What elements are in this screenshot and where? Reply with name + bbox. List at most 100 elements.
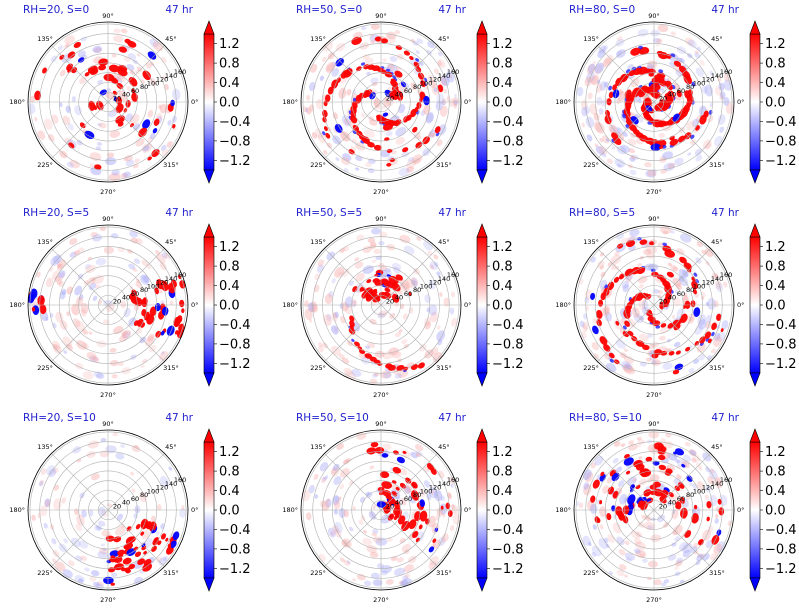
angle-tick-label: 270° xyxy=(100,391,116,399)
updraft-cell xyxy=(178,328,183,334)
angle-gridline xyxy=(597,101,655,159)
colorbar-tick-label: 0.0 xyxy=(219,96,240,111)
panel-title-right: 47 hr xyxy=(711,4,739,16)
updraft-cell xyxy=(645,456,653,462)
updraft-cell xyxy=(675,501,682,510)
updraft-cell xyxy=(596,517,601,523)
field-texture-cell xyxy=(427,132,433,138)
colorbar: 1.2 0.8 0.4 0.0 −0.4 −0.8 −1.2 xyxy=(749,428,797,592)
field-texture-cell xyxy=(647,333,653,338)
field-texture-cell xyxy=(402,313,408,320)
spiral-band-cell xyxy=(699,336,706,344)
field-texture-cell xyxy=(603,81,609,88)
field-texture-cell xyxy=(48,266,54,272)
spiral-band-cell xyxy=(402,147,409,153)
field-texture-cell xyxy=(688,316,694,323)
angle-tick-label: 0° xyxy=(464,506,471,514)
field-texture-cell xyxy=(321,476,327,484)
field-texture-cell xyxy=(397,370,409,378)
angle-tick-label: 135° xyxy=(583,443,599,451)
field-texture-cell xyxy=(623,355,635,364)
field-texture-cell xyxy=(75,296,84,307)
field-texture-cell xyxy=(430,311,438,323)
field-texture-cell xyxy=(133,258,141,264)
field-texture-cell xyxy=(678,541,689,551)
updraft-cell xyxy=(140,531,145,536)
field-texture-cell xyxy=(92,275,104,285)
field-texture-cell xyxy=(616,163,622,168)
panel-title-left: RH=20, S=5 xyxy=(23,207,89,219)
angle-tick-label: 180° xyxy=(9,301,25,309)
field-texture-cell xyxy=(114,526,126,536)
radial-tick-label: 160 xyxy=(174,68,186,76)
field-texture-cell xyxy=(709,70,714,76)
updraft-cell xyxy=(153,118,160,126)
spiral-band-negative-cell xyxy=(360,62,366,66)
field-texture-cell xyxy=(162,556,168,562)
field-texture-cell xyxy=(428,129,436,138)
field-texture-cell xyxy=(699,60,705,66)
field-texture-cell xyxy=(51,114,59,124)
updraft-cell xyxy=(174,330,179,335)
updraft-cell xyxy=(658,464,667,471)
field-texture-cell xyxy=(84,263,91,269)
angle-tick-label: 45° xyxy=(711,238,723,246)
field-texture-cell xyxy=(326,498,330,503)
updraft-cell xyxy=(98,64,107,71)
updraft-cell xyxy=(411,481,418,489)
angle-tick-label: 315° xyxy=(163,569,179,577)
colorbar-tick-label: −0.8 xyxy=(219,337,251,352)
updraft-cell xyxy=(382,123,393,131)
field-texture-cell xyxy=(123,56,131,62)
updraft-cell xyxy=(606,513,612,521)
radial-tick-label: 140 xyxy=(711,72,723,80)
field-texture-cell xyxy=(160,523,165,530)
field-texture-cell xyxy=(667,163,676,169)
updraft-cell xyxy=(142,70,151,81)
field-texture-cell xyxy=(667,77,672,82)
field-texture-cell xyxy=(373,98,381,108)
polar-frame xyxy=(573,224,735,386)
spiral-band-cell xyxy=(691,280,698,290)
field-texture-cell xyxy=(604,537,609,543)
colorbar-tick-label: 1.2 xyxy=(492,445,513,460)
field-texture-cell xyxy=(714,514,719,519)
field-texture-cell xyxy=(58,272,65,281)
field-texture-cell xyxy=(660,438,666,443)
field-texture-cell xyxy=(401,575,409,581)
field-texture-cell xyxy=(696,553,704,562)
field-texture-cell xyxy=(326,142,332,149)
field-texture-cell xyxy=(386,31,397,40)
spiral-band-cell xyxy=(387,364,396,371)
colorbar-extend-min xyxy=(476,169,488,184)
field-texture-cell xyxy=(647,560,659,568)
field-texture-cell xyxy=(305,512,312,521)
field-texture-cell xyxy=(95,372,105,380)
field-texture-cell xyxy=(341,268,350,277)
angle-tick-label: 90° xyxy=(375,215,387,223)
colorbar-tick-label: 1.2 xyxy=(219,37,240,52)
field-texture-cell xyxy=(600,252,604,257)
updraft-cell xyxy=(659,496,667,504)
spiral-band-cell xyxy=(363,64,370,70)
field-texture-cell xyxy=(648,343,656,349)
field-texture-cell xyxy=(371,373,378,378)
field-texture-cell xyxy=(625,556,632,562)
field-texture-cell xyxy=(622,284,630,293)
field-texture-cell xyxy=(346,88,352,96)
spiral-band-cell xyxy=(415,66,422,73)
colorbar-tick-label: −0.4 xyxy=(492,523,524,538)
downdraft-cell xyxy=(629,488,634,493)
angle-gridline xyxy=(597,248,655,306)
colorbar: 1.2 0.8 0.4 0.0 −0.4 −0.8 −1.2 xyxy=(476,223,524,387)
field-texture-cell xyxy=(616,127,623,134)
field-texture-cell xyxy=(401,282,410,293)
field-texture-cell xyxy=(52,344,62,354)
radial-tick-label: 80 xyxy=(413,286,421,294)
field-texture-cell xyxy=(599,265,604,270)
field-texture-cell xyxy=(698,354,706,361)
field-texture-cell xyxy=(302,106,308,113)
field-texture-cell xyxy=(674,157,684,166)
field-texture-cell xyxy=(694,148,703,156)
